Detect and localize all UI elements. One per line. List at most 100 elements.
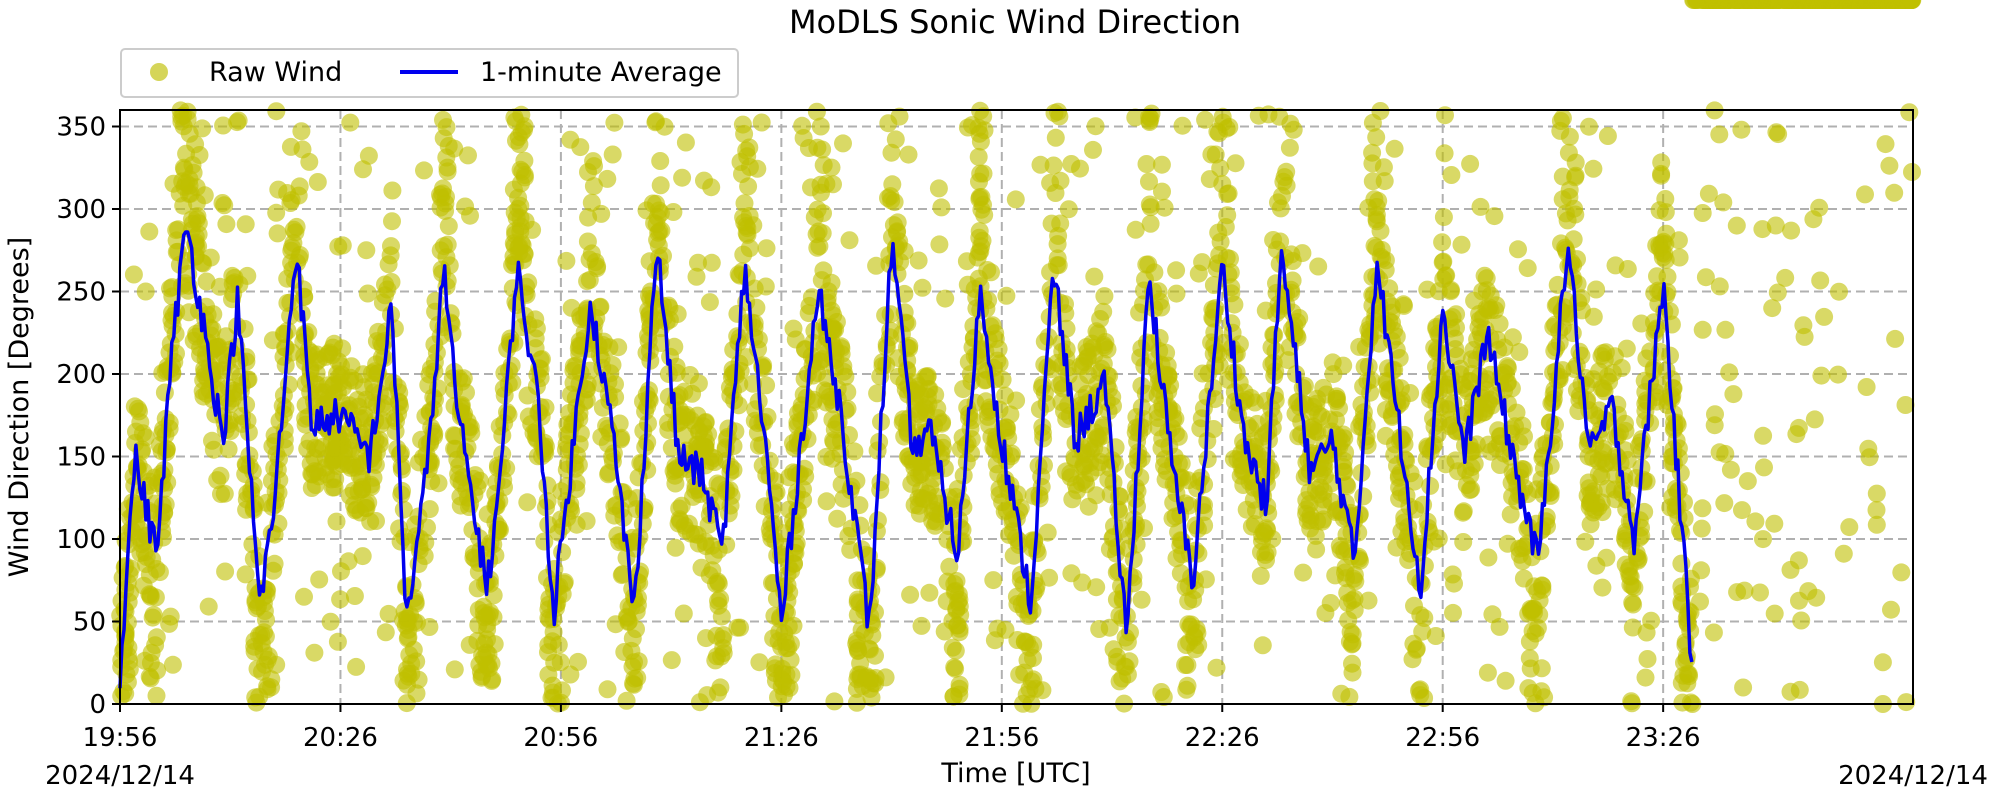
raw-wind-point (899, 145, 918, 164)
raw-wind-point (1306, 526, 1325, 545)
raw-wind-point (1057, 462, 1075, 481)
raw-wind-point (1167, 549, 1186, 568)
raw-wind-point (1293, 244, 1312, 263)
raw-wind-point (1461, 466, 1480, 485)
raw-wind-point (1706, 405, 1724, 424)
raw-wind-point (299, 346, 318, 365)
raw-wind-point (1754, 530, 1772, 549)
raw-wind-point (1110, 503, 1129, 522)
raw-wind-point (477, 656, 496, 674)
raw-wind-point (985, 631, 1004, 650)
raw-wind-point (757, 466, 776, 484)
raw-wind-point (762, 514, 781, 533)
raw-wind-point (189, 225, 208, 244)
raw-wind-point (781, 634, 800, 653)
raw-wind-point (975, 371, 994, 390)
raw-wind-point (1584, 503, 1603, 522)
raw-wind-point (310, 570, 329, 589)
y-axis: 0 50 100 150 200 250 300 350 (56, 113, 120, 720)
raw-wind-point (1627, 544, 1646, 563)
raw-wind-point (558, 455, 577, 473)
y-tick-label: 0 (89, 690, 106, 720)
raw-wind-point (1732, 120, 1751, 139)
raw-wind-point (1251, 566, 1270, 585)
raw-wind-point (1426, 627, 1445, 645)
raw-wind-point (420, 500, 439, 519)
raw-wind-point (914, 490, 933, 509)
raw-wind-point (1528, 582, 1547, 601)
raw-wind-point (218, 353, 237, 372)
raw-wind-point (354, 160, 372, 179)
raw-wind-point (1041, 263, 1060, 282)
raw-wind-point (391, 444, 410, 463)
raw-wind-point (1327, 387, 1346, 406)
raw-wind-point (460, 635, 479, 654)
raw-wind-point (350, 443, 369, 462)
raw-wind-point (1645, 284, 1664, 303)
raw-wind-point (611, 500, 630, 519)
raw-wind-point (1306, 422, 1325, 441)
raw-wind-point (459, 146, 477, 165)
raw-wind-point (340, 486, 359, 505)
raw-wind-point (1433, 233, 1452, 252)
raw-wind-point (881, 328, 899, 347)
raw-wind-point (834, 134, 852, 153)
raw-wind-point (1454, 502, 1473, 521)
raw-wind-point (1560, 127, 1579, 146)
raw-wind-point (544, 688, 563, 707)
raw-wind-point (971, 132, 990, 151)
raw-wind-point (1435, 144, 1454, 163)
x-tick-label: 22:26 (1185, 723, 1260, 753)
raw-wind-point (359, 146, 378, 165)
raw-wind-point (212, 485, 230, 504)
raw-wind-point (1835, 0, 1853, 9)
raw-wind-point (327, 512, 346, 531)
raw-wind-point (698, 686, 717, 705)
raw-wind-point (382, 273, 401, 291)
raw-wind-point (287, 217, 306, 236)
raw-wind-point (1867, 501, 1886, 519)
raw-wind-point (1781, 682, 1800, 701)
raw-wind-point (155, 503, 174, 522)
raw-wind-point (1670, 248, 1689, 267)
raw-wind-point (1124, 550, 1143, 569)
raw-wind-point (199, 597, 218, 616)
raw-wind-point (1757, 0, 1776, 9)
raw-wind-point (1090, 620, 1109, 638)
raw-wind-point (1189, 264, 1208, 283)
raw-wind-point (796, 340, 815, 359)
raw-wind-point (735, 124, 754, 143)
raw-wind-point (1401, 384, 1420, 402)
raw-wind-point (740, 207, 759, 225)
raw-wind-point (1746, 512, 1765, 531)
y-tick-label: 350 (56, 113, 106, 143)
raw-wind-point (813, 224, 832, 243)
raw-wind-point (1173, 116, 1192, 135)
raw-wind-point (867, 256, 886, 275)
raw-wind-point (946, 581, 965, 600)
raw-wind-point (617, 548, 636, 567)
raw-wind-point (794, 385, 813, 404)
date-label-right: 2024/12/14 (1838, 761, 1988, 791)
raw-wind-point (353, 547, 372, 566)
raw-wind-point (945, 658, 964, 677)
raw-wind-point (1460, 481, 1479, 500)
raw-wind-point (1059, 200, 1078, 219)
average-line (118, 230, 1694, 689)
raw-wind-point (1681, 577, 1699, 596)
raw-wind-point (236, 215, 255, 234)
raw-wind-point (1810, 198, 1829, 217)
raw-wind-point (140, 222, 159, 241)
raw-wind-point (425, 362, 444, 381)
legend-marker-raw-wind (150, 63, 168, 81)
raw-wind-point (1892, 563, 1911, 582)
raw-wind-point (155, 383, 174, 402)
raw-wind-point (268, 224, 287, 243)
raw-wind-point (625, 653, 643, 672)
raw-wind-point (1496, 671, 1515, 690)
raw-wind-point (1213, 175, 1232, 193)
raw-wind-point (392, 460, 411, 479)
raw-wind-point (1072, 473, 1091, 492)
raw-wind-point (645, 214, 664, 232)
raw-wind-point (183, 156, 202, 175)
